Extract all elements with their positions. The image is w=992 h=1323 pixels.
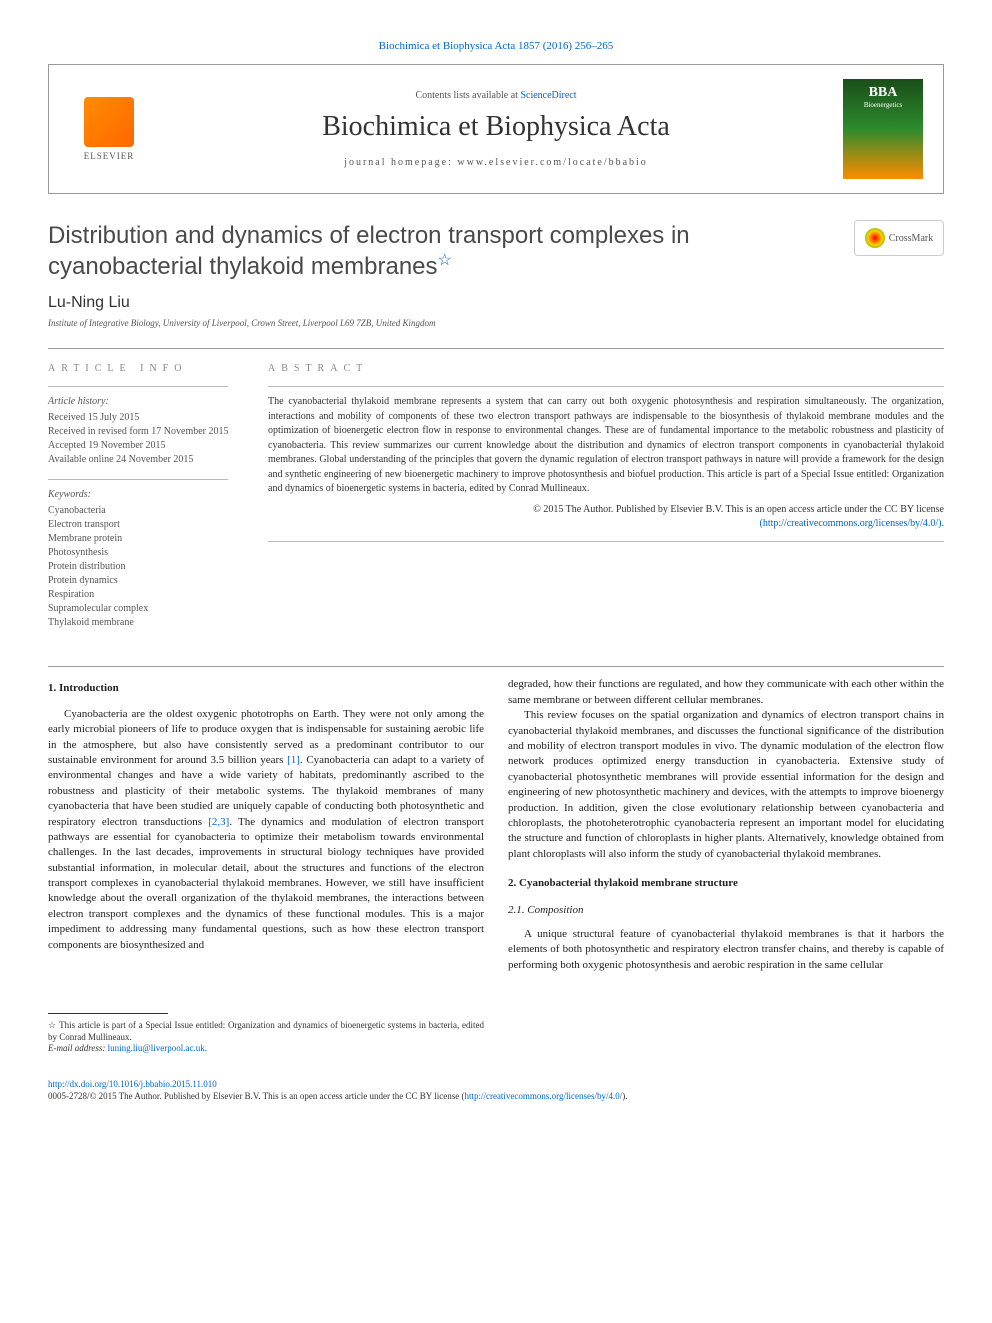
body-paragraph: A unique structural feature of cyanobact… (508, 927, 944, 973)
cc-link-footer[interactable]: http://creativecommons.org/licenses/by/4… (464, 1091, 622, 1101)
journal-homepage: journal homepage: www.elsevier.com/locat… (149, 157, 843, 168)
body-column-right: degraded, how their functions are regula… (508, 677, 944, 1055)
history-line: Available online 24 November 2015 (48, 453, 248, 467)
abstract-divider (268, 386, 944, 387)
citation-link[interactable]: [1] (287, 754, 300, 766)
body-paragraph: Cyanobacteria are the oldest oxygenic ph… (48, 707, 484, 953)
footnote-marker: ☆ (48, 1020, 59, 1030)
keyword: Membrane protein (48, 532, 248, 546)
article-title: Distribution and dynamics of electron tr… (48, 220, 834, 282)
issn-end: ). (622, 1091, 627, 1101)
sciencedirect-link[interactable]: ScienceDirect (520, 90, 576, 101)
abstract-heading: abstract (268, 363, 944, 374)
title-footnote-star[interactable]: ☆ (438, 252, 452, 269)
footnote-text: This article is part of a Special Issue … (48, 1020, 484, 1042)
keyword: Protein dynamics (48, 574, 248, 588)
header-center: Contents lists available at ScienceDirec… (149, 90, 843, 168)
section-divider (48, 666, 944, 667)
issn-copyright-line: 0005-2728/© 2015 The Author. Published b… (48, 1091, 944, 1101)
section-divider (48, 348, 944, 349)
abstract-divider (268, 541, 944, 542)
keyword: Protein distribution (48, 560, 248, 574)
copyright-text: © 2015 The Author. Published by Elsevier… (533, 504, 944, 515)
contents-available-line: Contents lists available at ScienceDirec… (149, 90, 843, 101)
author-affiliation: Institute of Integrative Biology, Univer… (48, 318, 944, 328)
crossmark-badge[interactable]: CrossMark (854, 220, 944, 256)
abstract-text: The cyanobacterial thylakoid membrane re… (268, 395, 944, 497)
journal-header: ELSEVIER Contents lists available at Sci… (48, 64, 944, 194)
section-heading: 2. Cyanobacterial thylakoid membrane str… (508, 876, 944, 891)
title-text: Distribution and dynamics of electron tr… (48, 222, 690, 280)
crossmark-icon (865, 228, 885, 248)
history-line: Received in revised form 17 November 201… (48, 425, 248, 439)
copyright-block: © 2015 The Author. Published by Elsevier… (268, 503, 944, 531)
keyword: Respiration (48, 588, 248, 602)
history-label: Article history: (48, 395, 248, 409)
article-info-heading: article info (48, 363, 248, 374)
subsection-heading: 2.1. Composition (508, 903, 944, 918)
keywords-label: Keywords: (48, 488, 248, 502)
body-paragraph: This review focuses on the spatial organ… (508, 708, 944, 862)
journal-citation[interactable]: Biochimica et Biophysica Acta 1857 (2016… (48, 40, 944, 52)
bba-badge-text: BBA (869, 85, 898, 101)
para-text: . The dynamics and modulation of electro… (48, 816, 484, 951)
history-line: Received 15 July 2015 (48, 411, 248, 425)
doi-link[interactable]: http://dx.doi.org/10.1016/j.bbabio.2015.… (48, 1079, 217, 1089)
keyword: Thylakoid membrane (48, 616, 248, 630)
info-divider (48, 386, 228, 387)
history-line: Accepted 19 November 2015 (48, 439, 248, 453)
keyword: Supramolecular complex (48, 602, 248, 616)
author-name: Lu-Ning Liu (48, 294, 944, 312)
abstract-column: abstract The cyanobacterial thylakoid me… (268, 363, 944, 642)
elsevier-brand-text: ELSEVIER (84, 151, 135, 161)
cc-license-link[interactable]: (http://creativecommons.org/licenses/by/… (760, 518, 945, 529)
footnote-separator (48, 1013, 168, 1014)
footnote-email: E-mail address: luning.liu@liverpool.ac.… (48, 1043, 484, 1055)
crossmark-label: CrossMark (889, 233, 933, 244)
bba-cover-thumbnail: BBA Bioenergetics (843, 79, 923, 179)
issn-text: 0005-2728/© 2015 The Author. Published b… (48, 1091, 464, 1101)
keywords-block: Keywords: Cyanobacteria Electron transpo… (48, 488, 248, 630)
bba-badge-subtitle: Bioenergetics (864, 101, 902, 109)
article-history-block: Article history: Received 15 July 2015 R… (48, 395, 248, 467)
keyword: Cyanobacteria (48, 504, 248, 518)
page-footer: http://dx.doi.org/10.1016/j.bbabio.2015.… (48, 1079, 944, 1101)
homepage-prefix: journal homepage: (344, 157, 457, 168)
homepage-url[interactable]: www.elsevier.com/locate/bbabio (457, 157, 647, 168)
body-paragraph: degraded, how their functions are regula… (508, 677, 944, 708)
citation-link[interactable]: [2,3] (208, 816, 229, 828)
info-divider (48, 479, 228, 480)
keyword: Electron transport (48, 518, 248, 532)
footnote-star: ☆ This article is part of a Special Issu… (48, 1020, 484, 1043)
keyword: Photosynthesis (48, 546, 248, 560)
elsevier-tree-icon (84, 97, 134, 147)
author-email-link[interactable]: luning.liu@liverpool.ac.uk. (108, 1043, 207, 1053)
contents-prefix: Contents lists available at (415, 90, 520, 101)
email-label: E-mail address: (48, 1043, 108, 1053)
elsevier-logo: ELSEVIER (69, 84, 149, 174)
section-heading: 1. Introduction (48, 681, 484, 696)
article-info-column: article info Article history: Received 1… (48, 363, 268, 642)
journal-title: Biochimica et Biophysica Acta (149, 111, 843, 143)
body-column-left: 1. Introduction Cyanobacteria are the ol… (48, 677, 484, 1055)
